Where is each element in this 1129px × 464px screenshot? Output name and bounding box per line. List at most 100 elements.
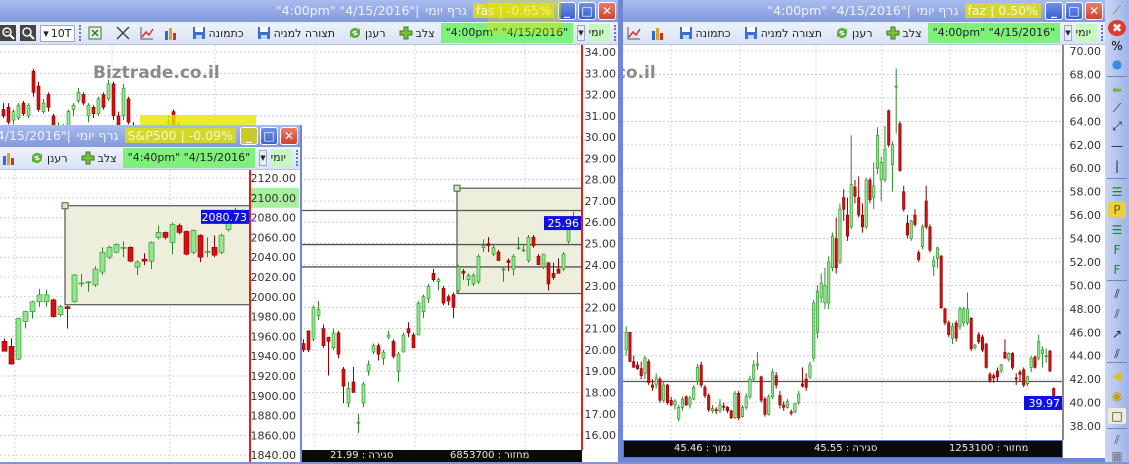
bar-chart-button[interactable]: [0, 150, 19, 166]
ray-icon[interactable]: ⤢: [1112, 118, 1122, 133]
period-dropdown-arrow[interactable]: ▼: [1064, 25, 1072, 41]
candle-body: [29, 301, 36, 312]
rectangle-icon[interactable]: □: [1108, 408, 1126, 424]
title-symbol-change: faz | 0.50%: [964, 3, 1041, 18]
save-config-button[interactable]: תצורה למניה: [741, 25, 824, 41]
candle-body: [120, 247, 127, 249]
bar-chart-button[interactable]: [161, 25, 181, 41]
line-chart-button[interactable]: [137, 25, 157, 41]
candle: [789, 409, 793, 416]
sp500-candlestick-chart[interactable]: 2120.00 2100.00 2080.00 2060.00 2040.00 2020.…: [0, 170, 300, 462]
save-config-button[interactable]: תצורה למניה: [254, 25, 337, 41]
candle-body: [311, 307, 316, 340]
fibonacci-time-icon[interactable]: F: [1113, 263, 1121, 277]
toolbar-grip[interactable]: [1101, 25, 1103, 41]
crosshair-button[interactable]: צלב: [396, 25, 437, 41]
export-excel-button[interactable]: [85, 25, 105, 41]
double-channel-icon[interactable]: ⫽: [1114, 346, 1120, 361]
close-button[interactable]: ✕: [1085, 2, 1103, 20]
comment-icon[interactable]: ●: [1111, 57, 1123, 71]
y-tick-label: 23.00: [585, 280, 617, 293]
date-field[interactable]: "4:40pm" "4/15/2016": [122, 148, 256, 168]
refresh-button[interactable]: רענן: [27, 150, 70, 166]
bar-chart-button[interactable]: [648, 25, 668, 41]
toolbar-separator: [1107, 280, 1127, 281]
candle: [643, 355, 647, 380]
save-image-button[interactable]: כתמונה: [676, 25, 733, 41]
minimize-button[interactable]: _: [558, 2, 576, 20]
status-low: נמוך : 45.46: [674, 443, 732, 454]
refresh-button[interactable]: רענן: [832, 25, 875, 41]
y-tick-label: 2020.00: [251, 271, 297, 284]
settings-icon[interactable]: ▦: [1111, 449, 1123, 463]
period-select[interactable]: יומי: [1075, 24, 1097, 42]
candle-body: [692, 387, 696, 400]
crosshair-button[interactable]: צלב: [883, 25, 924, 41]
percent-icon[interactable]: %: [1111, 39, 1123, 53]
candle-body: [714, 409, 718, 412]
candle: [8, 338, 15, 365]
candle-body: [748, 378, 752, 398]
period-select[interactable]: יומי: [270, 149, 292, 167]
candle: [391, 339, 396, 359]
faz-candlestick-chart[interactable]: 70.00 68.00 66.00 64.00 62.00 60.00 58.00 56.00…: [623, 45, 1105, 440]
candle: [673, 399, 677, 410]
refresh-button[interactable]: רענן: [345, 25, 388, 41]
pivot-icon[interactable]: P: [1108, 202, 1126, 218]
candle-body: [86, 104, 91, 117]
y-tick-label: 60.00: [1070, 162, 1102, 175]
maximize-button[interactable]: □: [1065, 2, 1083, 20]
toolbar-grip[interactable]: [614, 25, 616, 41]
candle-body: [1007, 353, 1011, 360]
channel-icon[interactable]: ⫽: [1114, 286, 1120, 301]
zoom-button[interactable]: [20, 25, 37, 41]
trend-line-icon[interactable]: ⟋: [1112, 100, 1122, 115]
date-field[interactable]: "4:00pm" "4/15/2016": [927, 23, 1061, 43]
horizontal-line-icon[interactable]: —: [1111, 139, 1123, 153]
date-field[interactable]: "4:00pm" "4/15/2016": [440, 23, 574, 43]
zoom-out-button[interactable]: [0, 25, 17, 41]
line-chart-button[interactable]: [624, 25, 644, 41]
candle-body: [396, 353, 401, 372]
circle-icon[interactable]: ◉: [1111, 389, 1123, 403]
cross-tool-button[interactable]: [113, 25, 133, 41]
period-dropdown-arrow[interactable]: ▼: [259, 150, 267, 166]
faz-title-bar[interactable]: "4:00pm" "4/15/2016"| גרף יומי faz | 0.5…: [623, 0, 1105, 22]
wand-icon[interactable]: ⟋: [1112, 2, 1122, 17]
toolbar-grip[interactable]: [78, 25, 81, 41]
candle: [804, 373, 808, 391]
sp500-title-bar[interactable]: " "4/15/2016"| גרף יומי S&P500 | -0.09% …: [0, 125, 300, 147]
minimize-button[interactable]: _: [240, 127, 258, 145]
save-image-button[interactable]: כתמונה: [189, 25, 246, 41]
title-datetime: "4:00pm" "4/15/2016"|: [275, 3, 420, 18]
fibonacci-fan-icon[interactable]: F: [1113, 243, 1121, 257]
close-button[interactable]: ✕: [598, 2, 616, 20]
period-select[interactable]: יומי: [588, 24, 610, 42]
candle-body: [800, 383, 804, 387]
parallel-lines-icon[interactable]: ⫽: [1114, 306, 1120, 321]
period-dropdown-arrow[interactable]: ▼: [577, 25, 585, 41]
close-button[interactable]: ✕: [280, 127, 298, 145]
candle-body: [50, 299, 57, 317]
triangle-icon[interactable]: ◀: [1112, 369, 1122, 383]
lot-select[interactable]: ▾ 10T: [40, 24, 75, 42]
status-close: סגירה : 45.55: [814, 443, 878, 454]
y-tick-label: 22.00: [585, 301, 617, 314]
pitchfork-icon[interactable]: ⫽: [1114, 432, 1120, 447]
fas-title-bar[interactable]: "4:00pm" "4/15/2016"| גרף יומי fas | -0.…: [0, 0, 618, 22]
fibonacci-extension-icon[interactable]: ☰: [1111, 223, 1123, 237]
arrow-left-icon[interactable]: ⬅: [1111, 83, 1123, 97]
vertical-line-icon[interactable]: |: [1114, 159, 1120, 173]
maximize-button[interactable]: □: [578, 2, 596, 20]
crosshair-button[interactable]: צלב: [78, 150, 119, 166]
candle-body: [1037, 341, 1041, 359]
delete-icon[interactable]: ✖: [1108, 20, 1126, 36]
trend-arrow-icon[interactable]: ↗: [1111, 327, 1123, 341]
minimize-button[interactable]: _: [1045, 2, 1063, 20]
maximize-button[interactable]: □: [260, 127, 278, 145]
fibonacci-retracement-icon[interactable]: ☰: [1111, 185, 1123, 199]
y-tick-label: 1860.00: [251, 429, 297, 442]
candle: [336, 330, 341, 359]
candle: [965, 292, 969, 326]
toolbar-grip[interactable]: [296, 150, 298, 166]
